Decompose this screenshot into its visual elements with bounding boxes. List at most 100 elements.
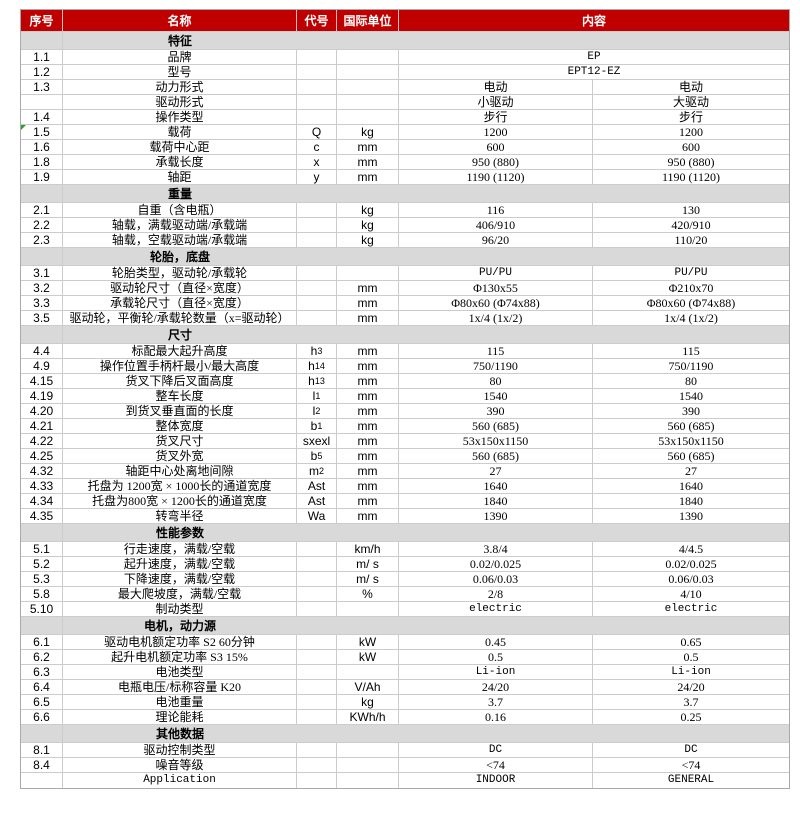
row-code-cell [297, 758, 337, 772]
spec-row: 1.6 载荷中心距 c mm 600 600 [21, 140, 789, 155]
spec-row: 4.19 整车长度 l 1 mm 1540 1540 [21, 389, 789, 404]
row-unit-cell: mm [337, 509, 399, 523]
row-index-cell: 1.5 [21, 125, 63, 139]
row-value-cell-1: 0.02/0.025 [399, 557, 593, 571]
comment-marker-icon [21, 125, 26, 130]
header-cell-name: 名称 [63, 10, 297, 31]
table-body: 特征 1.1 品牌 EP 1.2 型号 EPT12-EZ 1.3 动力形式 电动 电动 驱动形式 小驱动… [21, 32, 789, 788]
row-index-cell: 4.35 [21, 509, 63, 523]
row-index-cell: 5.3 [21, 572, 63, 586]
section-title: 其他数据 [63, 725, 297, 742]
spec-row: 6.1 驱动电机额定功率 S2 60分钟 kW 0.45 0.65 [21, 635, 789, 650]
section-row: 轮胎，底盘 [21, 248, 789, 266]
spec-row: 3.1 轮胎类型，驱动轮/承载轮 PU/PU PU/PU [21, 266, 789, 281]
spec-row: 4.32 轴距中心处离地间隙 m 2 mm 27 27 [21, 464, 789, 479]
row-code-cell [297, 296, 337, 310]
row-code-cell [297, 281, 337, 295]
row-value-cell-1: 560 (685) [399, 449, 593, 463]
row-index-cell: 4.9 [21, 359, 63, 373]
section-filler [297, 617, 789, 634]
spec-row: 4.33 托盘为 1200宽 × 1000长的通道宽度 Ast mm 1640 1640 [21, 479, 789, 494]
row-code-cell [297, 311, 337, 325]
row-value-cell-2: 1190 (1120) [661, 170, 721, 184]
row-name-cell: 起升电机额定功率 S3 15% [63, 650, 297, 664]
row-value-cell-2: Li-ion [671, 665, 711, 678]
section-title: 尺寸 [63, 326, 297, 343]
spec-row: 驱动形式 小驱动 大驱动 [21, 95, 789, 110]
row-name-cell: 到货叉垂直面的长度 [63, 404, 297, 418]
row-value-cell-2: 130 [682, 203, 700, 217]
row-code-cell [297, 650, 337, 664]
row-name-cell: 整车长度 [63, 389, 297, 403]
spec-row: 8.4 噪音等级 <74 <74 [21, 758, 789, 773]
row-unit-cell [337, 602, 399, 616]
row-value-cell-2: 4/4.5 [678, 542, 704, 556]
spec-row: 4.25 货叉外宽 b 5 mm 560 (685) 560 (685) [21, 449, 789, 464]
section-filler [297, 326, 789, 343]
spec-row: 5.2 起升速度，满载/空载 m/ s 0.02/0.025 0.02/0.025 [21, 557, 789, 572]
row-index-cell: 1.8 [21, 155, 63, 169]
row-value-cell-2: 80 [685, 374, 697, 388]
row-value-cell-1: 步行 [399, 110, 593, 124]
row-index-cell: 2.3 [21, 233, 63, 247]
spec-row: 6.2 起升电机额定功率 S3 15% kW 0.5 0.5 [21, 650, 789, 665]
row-name-cell: Application [63, 773, 297, 788]
row-code-cell: sxexl [297, 434, 337, 448]
row-value-cell-1: 电动 [399, 80, 593, 94]
row-value-cell-1: 1640 [399, 479, 593, 493]
row-unit-cell: mm [337, 374, 399, 388]
row-unit-cell: mm [337, 434, 399, 448]
spec-row: 6.5 电池重量 kg 3.7 3.7 [21, 695, 789, 710]
row-index-cell: 3.2 [21, 281, 63, 295]
row-name-cell: 噪音等级 [63, 758, 297, 772]
row-value-cell-2: Φ210x70 [668, 281, 714, 295]
spec-row: 4.22 货叉尺寸 sxexl mm 53x150x1150 53x150x1150 [21, 434, 789, 449]
row-unit-cell: mm [337, 281, 399, 295]
row-value-cell-1: 406/910 [399, 218, 593, 232]
row-index-cell [21, 95, 63, 109]
header-cell-content: 内容 [581, 13, 606, 28]
row-unit-cell: mm [337, 170, 399, 184]
row-unit-cell: mm [337, 389, 399, 403]
row-index-cell: 3.1 [21, 266, 63, 280]
row-value-cell-2: 1640 [679, 479, 703, 493]
row-name-cell: 轴载，空载驱动端/承载端 [63, 233, 297, 247]
row-index-cell: 4.20 [21, 404, 63, 418]
row-index-cell: 6.1 [21, 635, 63, 649]
row-index-cell: 8.4 [21, 758, 63, 772]
row-value-cell-2: PU/PU [674, 266, 708, 279]
row-value-cell-2: 0.65 [680, 635, 702, 649]
row-code-cell [297, 680, 337, 694]
row-value-cell-2: Φ80x60 (Φ74x88) [646, 296, 736, 310]
spec-row: 4.35 转弯半径 Wa mm 1390 1390 [21, 509, 789, 524]
row-unit-cell: mm [337, 464, 399, 478]
row-value-cell-2: 步行 [678, 110, 703, 124]
row-code-cell [297, 203, 337, 217]
row-index-cell: 1.6 [21, 140, 63, 154]
row-code-cell [297, 773, 337, 788]
row-name-cell: 驱动控制类型 [63, 743, 297, 757]
row-value-cell-2: 1840 [679, 494, 703, 508]
spec-row: 4.4 标配最大起升高度 h 3 mm 115 115 [21, 344, 789, 359]
row-index-cell [21, 185, 63, 202]
row-unit-cell: kg [337, 203, 399, 217]
row-code-cell [297, 587, 337, 601]
row-code-cell: Ast [297, 494, 337, 508]
row-index-cell [21, 725, 63, 742]
row-index-cell [21, 773, 63, 788]
row-code-cell: x [297, 155, 337, 169]
row-value-cell-1: 0.16 [399, 710, 593, 724]
row-name-cell: 轴距中心处离地间隙 [63, 464, 297, 478]
row-name-cell: 托盘为800宽 × 1200长的通道宽度 [63, 494, 297, 508]
section-filler [297, 725, 789, 742]
row-unit-cell [337, 50, 399, 64]
row-index-cell: 4.33 [21, 479, 63, 493]
row-value-cell-1: 115 [399, 344, 593, 358]
spec-row: 8.1 驱动控制类型 DC DC [21, 743, 789, 758]
row-unit-cell: mm [337, 296, 399, 310]
row-index-cell: 4.32 [21, 464, 63, 478]
row-value-cell-2: 1540 [679, 389, 703, 403]
header-cell-code: 代号 [297, 10, 337, 31]
